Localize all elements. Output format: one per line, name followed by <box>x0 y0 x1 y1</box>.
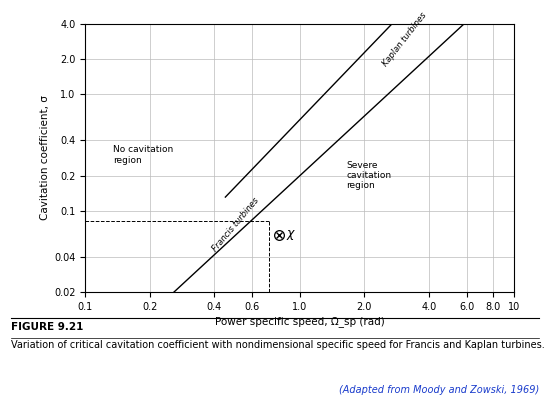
Text: Variation of critical cavitation coefficient with nondimensional specific speed : Variation of critical cavitation coeffic… <box>11 340 544 350</box>
X-axis label: Power specific speed, Ω_sp (rad): Power specific speed, Ω_sp (rad) <box>215 316 384 327</box>
Text: Kaplan turbines: Kaplan turbines <box>381 10 428 68</box>
Text: $\chi$: $\chi$ <box>286 228 296 242</box>
Text: FIGURE 9.21: FIGURE 9.21 <box>11 322 84 332</box>
Text: Francis turbines: Francis turbines <box>210 196 261 253</box>
Text: (Adapted from Moody and Zowski, 1969): (Adapted from Moody and Zowski, 1969) <box>339 385 539 395</box>
Text: Severe
cavitation
region: Severe cavitation region <box>346 161 392 190</box>
Y-axis label: Cavitation coefficient, σ: Cavitation coefficient, σ <box>40 96 50 220</box>
Text: No cavitation
region: No cavitation region <box>113 145 173 165</box>
